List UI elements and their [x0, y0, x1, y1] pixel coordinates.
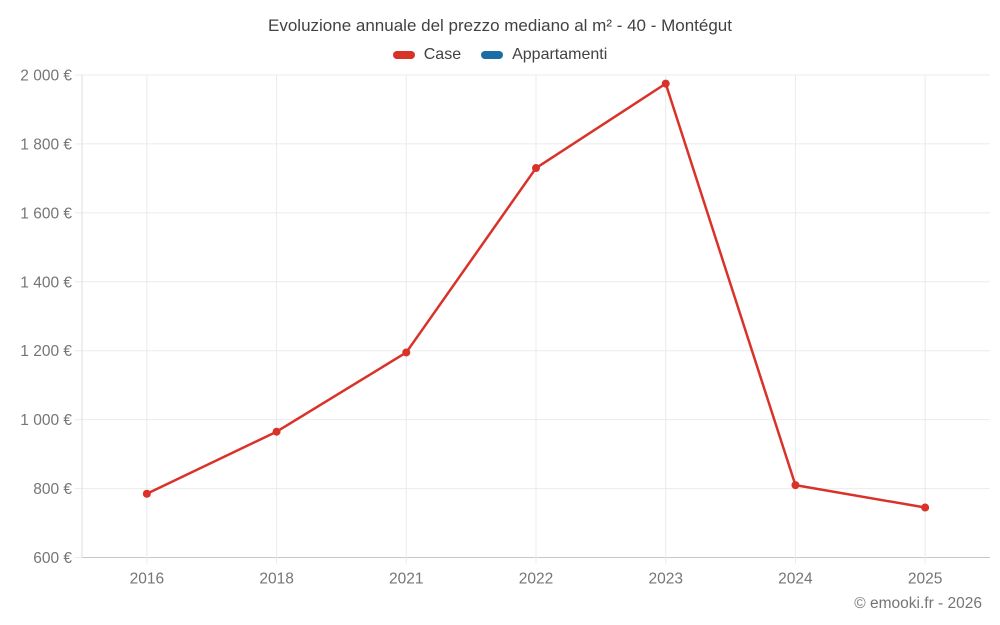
y-tick-label: 2 000 €	[20, 68, 72, 85]
y-tick-label: 1 400 €	[20, 274, 72, 291]
legend-label-case: Case	[423, 46, 462, 63]
copyright-text: © emooki.fr - 2026	[854, 595, 982, 612]
legend-label-appartamenti: Appartamenti	[512, 46, 608, 63]
x-tick-label: 2018	[259, 571, 293, 588]
y-tick-label: 1 000 €	[20, 412, 72, 429]
data-point-case[interactable]	[532, 164, 540, 173]
legend-swatch-appartamenti-icon	[481, 51, 504, 59]
legend-item-case[interactable]: Case	[392, 46, 462, 64]
x-tick-label: 2025	[908, 571, 942, 588]
data-point-case[interactable]	[921, 503, 930, 512]
data-point-case[interactable]	[661, 79, 670, 88]
y-tick-label: 1 800 €	[20, 136, 72, 153]
y-tick-label: 1 200 €	[20, 343, 72, 360]
x-tick-label: 2023	[648, 571, 682, 588]
data-point-case[interactable]	[272, 427, 281, 436]
chart-title: Evoluzione annuale del prezzo mediano al…	[268, 16, 732, 35]
data-point-case[interactable]	[402, 348, 411, 357]
legend-swatch-case-icon	[392, 51, 415, 59]
x-tick-label: 2016	[130, 571, 164, 588]
legend-item-appartamenti[interactable]: Appartamenti	[481, 46, 607, 64]
x-tick-label: 2021	[389, 571, 423, 588]
x-tick-label: 2022	[519, 571, 553, 588]
y-tick-label: 1 600 €	[20, 205, 72, 222]
data-point-case[interactable]	[791, 481, 800, 490]
y-tick-label: 800 €	[33, 481, 72, 498]
y-tick-label: 600 €	[33, 550, 72, 567]
legend: Case Appartamenti	[0, 46, 1000, 64]
x-tick-label: 2024	[778, 571, 813, 588]
data-point-case[interactable]	[142, 489, 151, 498]
